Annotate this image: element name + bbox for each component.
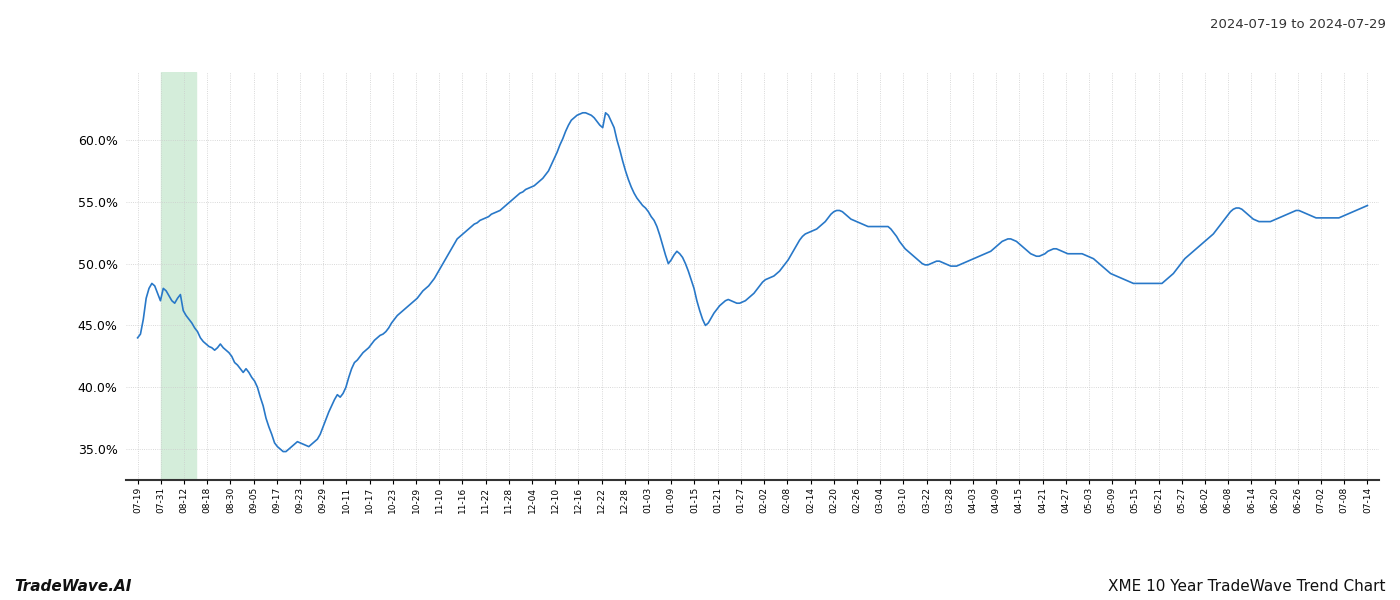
Text: XME 10 Year TradeWave Trend Chart: XME 10 Year TradeWave Trend Chart <box>1109 579 1386 594</box>
Bar <box>161 72 196 480</box>
Text: TradeWave.AI: TradeWave.AI <box>14 579 132 594</box>
Text: 2024-07-19 to 2024-07-29: 2024-07-19 to 2024-07-29 <box>1210 18 1386 31</box>
